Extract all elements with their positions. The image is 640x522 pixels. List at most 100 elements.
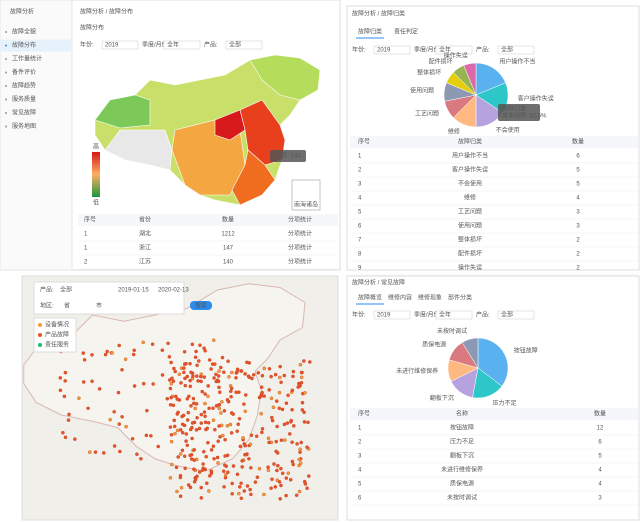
service-point: [171, 403, 176, 408]
service-point: [171, 379, 176, 383]
menu-item[interactable]: 工作量统计: [12, 55, 42, 63]
menu-item[interactable]: 常见故障: [12, 109, 36, 117]
service-point: [238, 444, 243, 449]
menu-item[interactable]: 故障全貌: [12, 28, 36, 36]
table-cell: 2: [576, 252, 580, 258]
tab[interactable]: 责任判定: [394, 28, 418, 36]
filter-select[interactable]: [373, 45, 411, 55]
service-point: [200, 468, 205, 472]
service-point: [182, 350, 187, 354]
tooltip-text: 故障归类: [502, 105, 526, 113]
service-point: [123, 357, 128, 362]
legend-high: 高: [93, 143, 99, 151]
service-point: [201, 462, 205, 466]
tab[interactable]: 故障归类: [358, 28, 382, 36]
filter-select[interactable]: [225, 40, 263, 50]
service-point: [235, 370, 239, 374]
service-point: [188, 361, 192, 366]
service-point: [211, 444, 216, 448]
service-point: [203, 349, 207, 353]
service-point: [170, 376, 174, 380]
service-point: [196, 379, 200, 383]
filter-value: 2019: [377, 48, 391, 54]
filter-select[interactable]: [435, 310, 473, 320]
service-point: [124, 424, 128, 429]
service-point: [212, 338, 216, 342]
table-cell: 翻板下沉: [450, 452, 474, 460]
filter-select[interactable]: [435, 45, 473, 55]
menu-item[interactable]: 服务质量: [12, 95, 36, 103]
service-point: [197, 359, 201, 363]
menu-item[interactable]: 故障分布: [12, 41, 36, 49]
service-point: [240, 459, 244, 463]
tab[interactable]: 维修现象: [418, 294, 442, 302]
service-point: [297, 457, 301, 462]
table-cell: 操作失误: [458, 264, 482, 272]
tab[interactable]: 部件分类: [448, 294, 472, 302]
filter-value: 全年: [167, 41, 179, 49]
pie-slice[interactable]: [463, 62, 477, 96]
legend-low: 低: [93, 199, 99, 207]
search-button[interactable]: [190, 301, 212, 310]
service-point: [204, 454, 208, 459]
service-point: [231, 412, 235, 416]
pie-slice[interactable]: [477, 337, 509, 387]
service-point: [110, 351, 114, 355]
legend-swatch: [38, 343, 42, 347]
service-point: [223, 475, 228, 480]
filter-select[interactable]: [163, 40, 201, 50]
service-point: [284, 401, 289, 405]
table-cell: 整体损坏: [458, 236, 482, 244]
table-cell: 4: [358, 468, 362, 474]
service-point: [207, 406, 211, 411]
filter-select[interactable]: [373, 310, 411, 320]
table-cell: 2: [358, 168, 362, 174]
service-point: [279, 380, 283, 385]
service-point: [185, 397, 190, 401]
filter-select[interactable]: [497, 45, 535, 55]
service-point: [249, 466, 253, 470]
service-point: [303, 391, 307, 395]
pie-slice[interactable]: [461, 337, 479, 369]
service-point: [169, 360, 173, 365]
table-header: 数量: [572, 138, 584, 146]
filter-label: 产品:: [40, 286, 54, 294]
menu-item[interactable]: 备件评价: [12, 68, 36, 76]
service-point: [262, 394, 266, 398]
service-point: [151, 382, 155, 386]
service-point: [224, 472, 228, 477]
service-point: [266, 468, 271, 472]
table-header: 序号: [358, 410, 370, 418]
service-point: [209, 448, 214, 452]
filter-label: 产品:: [476, 311, 490, 319]
tab[interactable]: 维修内容: [388, 294, 412, 302]
service-point: [120, 368, 124, 372]
service-point: [77, 396, 81, 400]
filter-select[interactable]: [497, 310, 535, 320]
date: 2020-02-13: [158, 288, 189, 294]
table-cell: 147: [223, 246, 234, 252]
tab[interactable]: 故障概览: [358, 294, 382, 302]
menu-item[interactable]: 故障趋势: [12, 82, 36, 90]
service-point: [82, 358, 87, 362]
service-point: [216, 379, 221, 384]
service-point: [205, 481, 209, 485]
filter-select[interactable]: [101, 40, 139, 50]
menu-item[interactable]: 服务地图: [12, 122, 36, 130]
service-point: [239, 481, 243, 485]
service-point: [244, 393, 248, 397]
service-point: [240, 465, 244, 469]
pie-label: 配件损坏: [429, 57, 453, 65]
service-point: [243, 409, 248, 414]
service-point: [286, 471, 291, 475]
table-cell: 3: [576, 210, 580, 216]
service-point: [195, 363, 199, 368]
service-point: [290, 388, 295, 393]
service-point: [299, 370, 304, 375]
service-point: [217, 369, 221, 373]
service-point: [206, 394, 210, 399]
service-point: [90, 353, 94, 357]
service-point: [58, 388, 63, 393]
service-point: [297, 382, 301, 387]
